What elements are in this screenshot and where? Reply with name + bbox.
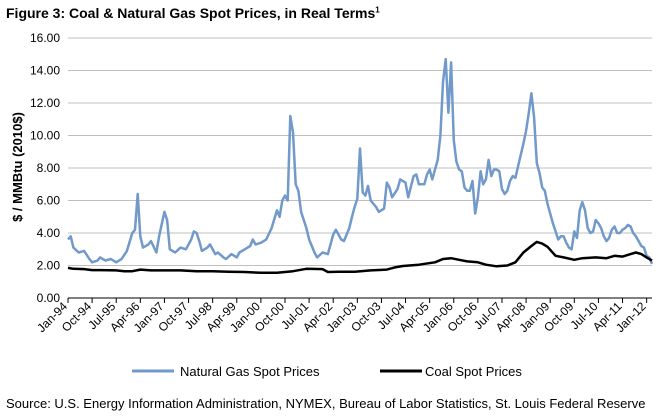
- title-footnote-marker: 1: [375, 5, 380, 15]
- y-axis-ticks: 0.00 2.00 4.00 6.00 8.00 10.00 12.00 14.00 16.00: [30, 31, 60, 305]
- x-axis: Jan-94Oct-94Jul-95Apr-96Jan-97Oct-97Jul-…: [34, 297, 652, 335]
- y-tick-label: 14.00: [30, 64, 60, 78]
- y-tick-label: 12.00: [30, 96, 60, 110]
- series-lines: [67, 57, 654, 275]
- chart-title: Figure 3: Coal & Natural Gas Spot Prices…: [6, 5, 380, 21]
- y-tick-label: 4.00: [37, 226, 61, 240]
- y-tick-label: 0.00: [37, 291, 61, 305]
- y-tick-label: 10.00: [30, 129, 60, 143]
- coal-series-line: [67, 240, 653, 275]
- legend-label-coal: Coal Spot Prices: [425, 364, 522, 379]
- y-tick-label: 8.00: [37, 161, 61, 175]
- legend: Natural Gas Spot Prices Coal Spot Prices: [132, 364, 522, 379]
- y-tick-label: 2.00: [37, 259, 61, 273]
- natural-gas-series-line: [67, 57, 654, 265]
- source-note: Source: U.S. Energy Information Administ…: [6, 396, 646, 411]
- chart-title-text: Figure 3: Coal & Natural Gas Spot Prices…: [6, 5, 376, 21]
- y-axis-title: $ / MMBtu (2010$): [10, 112, 25, 222]
- legend-label-natural-gas: Natural Gas Spot Prices: [180, 364, 320, 379]
- y-tick-label: 6.00: [37, 194, 61, 208]
- y-tick-label: 16.00: [30, 31, 60, 45]
